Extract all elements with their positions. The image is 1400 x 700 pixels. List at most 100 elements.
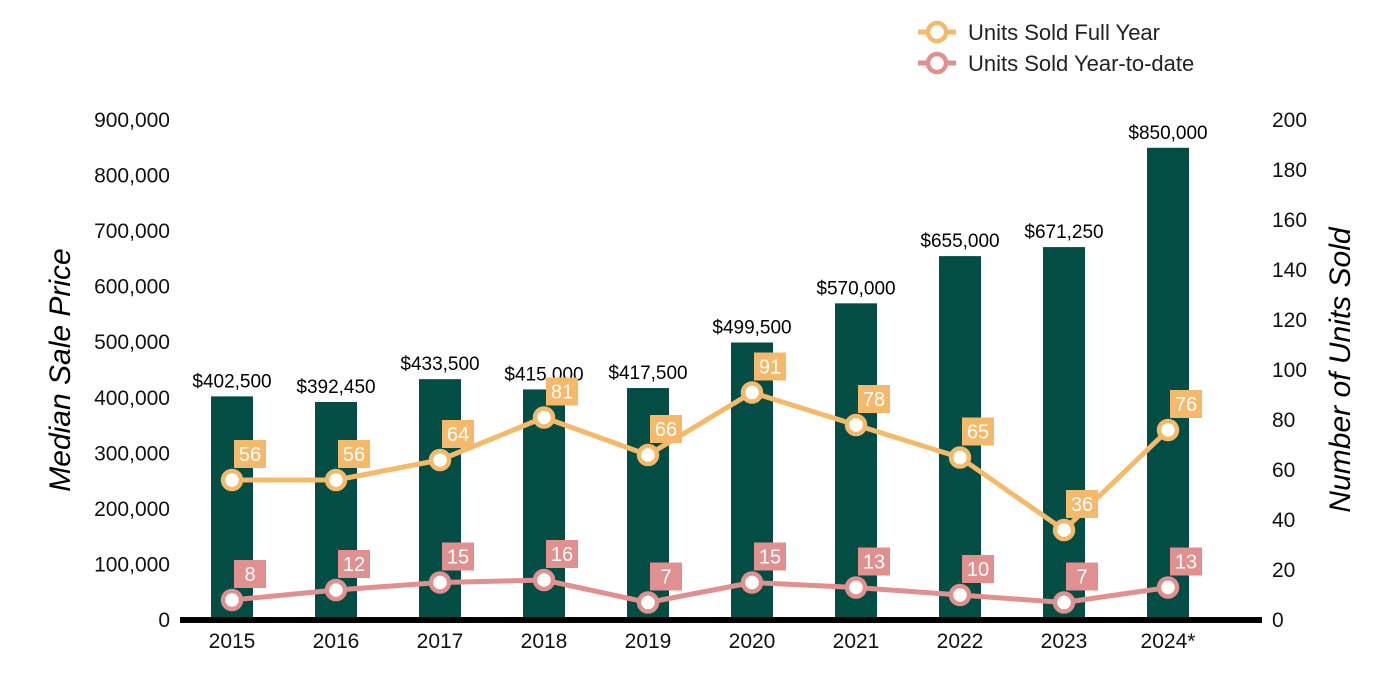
bar-value-label: $570,000	[816, 278, 895, 299]
x-tick-label: 2018	[521, 630, 568, 653]
bar-value-label: $850,000	[1128, 123, 1207, 144]
series-point	[948, 583, 972, 607]
point-label-box	[442, 420, 474, 448]
series-point	[948, 446, 972, 469]
point-label-box	[962, 555, 994, 583]
bars: $402,500 $392,450$433,500 $415,000 $417,500…	[192, 123, 1208, 621]
point-value-label: 91	[759, 357, 781, 379]
point-label-box	[546, 540, 578, 568]
series-point	[844, 576, 868, 599]
point-value-label: 13	[1175, 552, 1197, 574]
left-axis: 0 100,000 200,000 300,000 400,000 500,000 600,…	[94, 109, 170, 632]
point-value-label: 64	[447, 424, 469, 446]
left-tick-label: 600,000	[94, 276, 170, 299]
x-tick-label: 2022	[937, 630, 984, 653]
point-value-label: 15	[759, 547, 781, 569]
point-label-box	[234, 440, 266, 468]
right-tick-label: 40	[1272, 509, 1295, 532]
series-point	[844, 413, 868, 437]
series-point	[740, 381, 764, 404]
x-axis: 2015 2016 2017 2018 2019 2020 2021 2022 2023 2024…	[209, 630, 1196, 653]
y-axis-title: Median Sale Price	[44, 248, 77, 491]
point-value-label: 12	[343, 554, 365, 576]
point-label-box	[858, 385, 890, 413]
legend-marker	[925, 20, 949, 44]
legend-label: Units Sold Full Year	[968, 20, 1160, 45]
bar	[1147, 147, 1189, 620]
series-point	[636, 591, 660, 614]
right-axis: 0 20 40 60 80 100 120 140 160 180 200	[1272, 109, 1307, 632]
bar-value-label: $433,500	[400, 354, 479, 375]
bar-value-label: $671,250	[1024, 222, 1103, 243]
x-tick-label: 2024*	[1141, 630, 1196, 653]
point-value-label: 81	[551, 382, 573, 404]
point-value-label: 7	[660, 567, 671, 589]
point-label-box	[962, 417, 994, 446]
series-point	[532, 568, 556, 592]
point-label-box	[754, 352, 786, 381]
left-tick-label: 800,000	[94, 165, 170, 188]
point-value-label: 7	[1076, 567, 1087, 589]
series-point	[220, 468, 244, 492]
series-point	[1052, 591, 1076, 614]
left-tick-label: 100,000	[94, 553, 170, 576]
right-tick-label: 120	[1272, 309, 1307, 332]
point-value-label: 66	[655, 419, 677, 441]
baseline-group	[180, 617, 1262, 623]
left-tick-label: 0	[158, 609, 170, 632]
right-tick-label: 200	[1272, 109, 1307, 132]
point-value-label: 16	[551, 544, 573, 566]
left-tick-label: 300,000	[94, 442, 170, 465]
point-label-box	[650, 415, 682, 443]
right-tick-label: 60	[1272, 459, 1295, 482]
point-value-label: 76	[1175, 394, 1197, 416]
x-tick-label: 2017	[417, 630, 464, 653]
point-label-box	[442, 542, 474, 571]
point-label-box	[1170, 547, 1202, 576]
series-point	[324, 468, 348, 492]
legend-marker	[925, 51, 949, 75]
series-point	[636, 443, 660, 467]
bar-value-label: $417,500	[608, 363, 687, 384]
point-value-label: 36	[1071, 494, 1093, 516]
point-label-box	[650, 562, 682, 591]
point-value-label: 15	[447, 547, 469, 569]
point-label-box	[754, 542, 786, 571]
left-tick-label: 400,000	[94, 387, 170, 410]
point-label-box	[234, 560, 266, 588]
x-tick-label: 2020	[729, 630, 776, 653]
series-point	[1052, 518, 1076, 542]
x-tick-label: 2019	[625, 630, 672, 653]
legend-label: Units Sold Year-to-date	[968, 51, 1194, 76]
right-tick-label: 160	[1272, 209, 1307, 232]
right-tick-label: 180	[1272, 159, 1307, 182]
point-label-box	[1170, 390, 1202, 418]
bar-value-label: $392,450	[296, 377, 375, 398]
series-line	[232, 390, 1170, 533]
legend: Units Sold Full Year Units Sold Year-to-d…	[918, 20, 1194, 76]
point-value-label: 8	[244, 564, 255, 586]
x-tick-label: 2015	[209, 630, 256, 653]
bar-value-label: $402,500	[192, 371, 271, 392]
series-point	[428, 571, 452, 594]
series-point	[428, 448, 452, 472]
x-axis-baseline	[180, 617, 1262, 623]
point-label-box	[338, 440, 370, 468]
point-label-box	[858, 547, 890, 576]
right-tick-label: 100	[1272, 359, 1307, 382]
right-tick-label: 0	[1272, 609, 1284, 632]
point-label-box	[1066, 490, 1098, 518]
point-value-label: 65	[967, 422, 989, 444]
point-label-box	[1066, 562, 1098, 591]
series-point	[740, 571, 764, 594]
x-tick-label: 2023	[1041, 630, 1088, 653]
bar	[1043, 247, 1085, 621]
series-point	[1156, 418, 1180, 442]
left-tick-label: 900,000	[94, 109, 170, 132]
x-tick-label: 2016	[313, 630, 360, 653]
y2-axis-title: Number of Units Sold	[1324, 226, 1357, 512]
left-tick-label: 700,000	[94, 220, 170, 243]
point-value-label: 10	[967, 559, 989, 581]
point-value-label: 13	[863, 552, 885, 574]
bar-value-label: $499,500	[712, 318, 791, 339]
